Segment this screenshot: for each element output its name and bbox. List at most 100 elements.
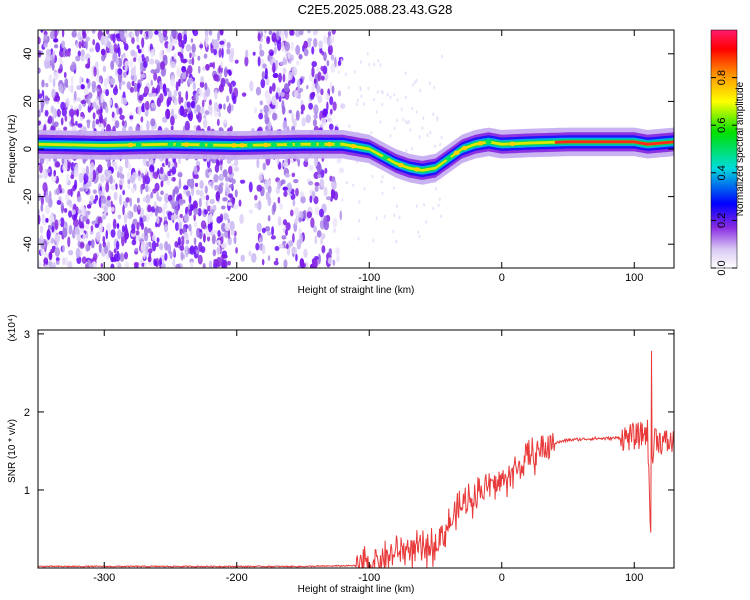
spectrogram-noise-cell — [225, 95, 230, 103]
spectrogram-noise-cell — [80, 215, 84, 222]
spectrogram-noise-cell — [308, 164, 314, 171]
spectrogram-noise-cell — [124, 157, 129, 169]
spectrogram-noise-cell — [225, 78, 229, 85]
spectrogram-noise-cell — [178, 94, 182, 105]
spectrogram-noise-cell — [261, 227, 266, 234]
spectrogram-noise-cell — [42, 215, 47, 226]
spectrogram-noise-cell — [214, 184, 219, 191]
spectrogram-peak-cell — [461, 145, 468, 151]
spectrogram-noise-cell — [222, 264, 226, 268]
spectrogram-noise-cell — [81, 39, 84, 48]
spectrogram-noise-cell — [263, 30, 267, 34]
spectrogram-noise-cell — [291, 66, 298, 76]
spectrogram-noise-cell — [272, 201, 277, 213]
spectrogram-noise-cell — [363, 187, 366, 191]
spectrogram-noise-cell — [423, 202, 426, 207]
spectrogram-noise-cell — [165, 108, 171, 120]
spectrogram-noise-cell — [73, 171, 80, 178]
spectrogram-noise-cell — [229, 125, 233, 132]
spectrogram-peak-cell — [318, 142, 325, 147]
spectrogram-noise-cell — [209, 198, 215, 205]
spectrogram-noise-cell — [280, 179, 286, 185]
spectrogram-noise-cell — [174, 200, 179, 207]
spectrogram-noise-cell — [154, 30, 159, 35]
spectrogram-noise-cell — [340, 103, 346, 109]
spectrogram-noise-cell — [136, 44, 140, 50]
spectrogram-noise-cell — [272, 112, 277, 121]
spectrogram-noise-cell — [288, 71, 293, 81]
spectrogram-noise-cell — [63, 71, 67, 79]
spectrogram-noise-cell — [353, 69, 356, 74]
spectrogram-noise-cell — [282, 120, 288, 131]
spectrogram-noise-cell — [198, 231, 203, 240]
spectrogram-noise-cell — [115, 261, 119, 266]
spectrogram-noise-cell — [85, 38, 89, 50]
spectrogram-noise-cell — [381, 90, 384, 95]
spectrogram-noise-cell — [41, 79, 45, 88]
spectrogram-noise-cell — [312, 30, 317, 36]
colorbar-gradient — [710, 29, 738, 269]
spectrogram-noise-cell — [119, 114, 125, 121]
spectrogram-noise-cell — [204, 185, 208, 194]
spectrogram-noise-cell — [277, 180, 282, 189]
spectrogram-noise-cell — [64, 256, 68, 266]
colorbar: 0.0 0.2 0.4 0.6 0.8 Normalized spectral ampl… — [710, 29, 746, 276]
spectrogram-noise-cell — [306, 30, 312, 34]
spectrogram-noise-cell — [118, 107, 123, 116]
spectrogram-noise-cell — [205, 64, 210, 71]
spectrogram-noise-cell — [150, 79, 154, 86]
spectrogram-noise-cell — [194, 182, 199, 188]
spectrogram-noise-cell — [415, 110, 418, 114]
spectrogram-noise-cell — [282, 186, 289, 191]
spectrogram-noise-cell — [165, 157, 169, 166]
spectrogram-noise-cell — [216, 108, 221, 113]
spectrogram-noise-cell — [216, 245, 221, 256]
spectrogram-noise-cell — [145, 194, 151, 204]
spectrogram-noise-cell — [41, 169, 47, 179]
spectrogram-noise-cell — [149, 211, 154, 217]
spectrogram-noise-cell — [67, 236, 71, 248]
x-tick-label: 100 — [625, 272, 643, 284]
spectrogram-noise-cell — [269, 51, 274, 56]
spectrogram-noise-cell — [259, 43, 263, 52]
spectrogram-noise-cell — [271, 82, 276, 92]
spectrogram-noise-cell — [314, 185, 319, 192]
spectrogram-noise-cell — [71, 229, 76, 239]
spectrogram-noise-cell — [138, 170, 141, 176]
spectrogram-noise-cell — [83, 86, 89, 97]
spectrogram-noise-cell — [126, 81, 131, 90]
spectrogram-noise-cell — [147, 30, 153, 39]
spectrogram-noise-cell — [65, 193, 70, 202]
spectrogram-peak-cell — [350, 143, 357, 149]
spectrogram-noise-cell — [291, 112, 294, 123]
spectrogram-noise-cell — [131, 239, 137, 246]
spectrogram-noise-cell — [67, 161, 72, 167]
spectrogram-noise-cell — [277, 216, 282, 227]
spectrogram-noise-cell — [228, 184, 234, 189]
spectrogram-noise-cell — [40, 97, 45, 109]
spectrogram-noise-cell — [199, 88, 203, 98]
spectrogram-noise-cell — [294, 207, 300, 216]
spectrogram-noise-cell — [217, 183, 223, 195]
spectrogram-noise-cell — [317, 94, 323, 104]
spectrogram-noise-cell — [299, 191, 305, 197]
spectrogram-noise-cell — [124, 62, 128, 72]
spectrogram-noise-cell — [259, 49, 265, 57]
spectrogram-noise-cell — [379, 63, 382, 67]
spectrogram-noise-cell — [170, 115, 175, 126]
spectrogram-noise-cell — [92, 119, 96, 130]
spectrogram-noise-cell — [100, 195, 107, 205]
spectrogram-noise-cell — [308, 181, 314, 186]
spectrogram-noise-cell — [278, 72, 283, 83]
spectrogram-noise-cell — [216, 239, 221, 244]
spectrogram-noise-cell — [127, 162, 132, 171]
spectrogram-noise-cell — [203, 114, 207, 119]
spectrogram-noise-cell — [114, 84, 118, 92]
spectrogram-peak-cell — [127, 142, 134, 148]
spectrogram-noise-cell — [227, 228, 231, 240]
spectrogram-noise-cell — [207, 104, 213, 111]
spectrogram-noise-cell — [95, 42, 101, 53]
spectrogram-noise-cell — [43, 43, 48, 48]
spectrogram-noise-cell — [44, 95, 49, 102]
spectrogram-noise-cell — [70, 75, 74, 86]
